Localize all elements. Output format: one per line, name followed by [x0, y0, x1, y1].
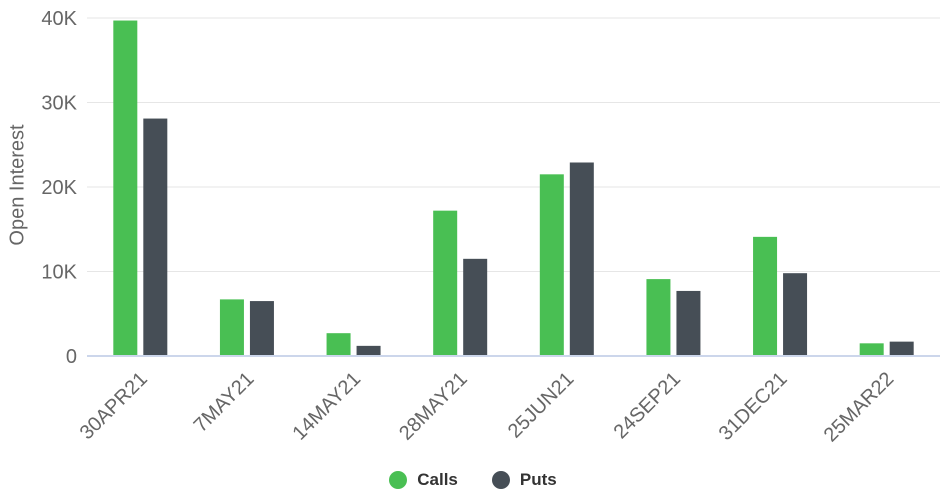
bar-calls[interactable]: [646, 279, 671, 356]
y-axis-title: Open Interest: [6, 124, 29, 246]
bar-calls[interactable]: [219, 299, 244, 356]
bar-puts[interactable]: [356, 345, 381, 356]
bar-calls[interactable]: [753, 236, 778, 356]
y-axis-ticks: 0 10K 20K 30K 40K: [41, 8, 77, 368]
x-tick-label: 28MAY21: [395, 368, 472, 445]
x-tick-label: 30APR21: [76, 368, 152, 444]
y-tick-label: 20K: [41, 177, 77, 199]
x-tick-label: 25MAR22: [820, 368, 898, 446]
bar-puts[interactable]: [143, 118, 168, 357]
legend-label-calls: Calls: [417, 470, 458, 489]
bar-calls[interactable]: [433, 210, 458, 356]
bar-puts[interactable]: [889, 341, 914, 356]
y-tick-label: 10K: [41, 262, 77, 284]
bar-puts[interactable]: [569, 162, 594, 356]
x-tick-label: 31DEC21: [715, 368, 792, 445]
bar-calls[interactable]: [326, 333, 351, 356]
bar-calls[interactable]: [539, 174, 564, 356]
bar-puts[interactable]: [676, 290, 701, 356]
bar-calls[interactable]: [113, 20, 138, 356]
legend-swatch-calls: [389, 471, 408, 489]
x-axis-ticks: 30APR21 7MAY21 14MAY21 28MAY21 25JUN21 24SEP2…: [76, 368, 898, 446]
plot-area: 0 10K 20K 30K 40K 30APR21 7MAY21 14MAY21 28MAY2…: [41, 8, 940, 446]
bar-puts[interactable]: [249, 301, 274, 356]
legend-item-puts[interactable]: Puts: [491, 470, 557, 490]
x-tick-label: 24SEP21: [610, 368, 685, 443]
y-tick-label: 0: [66, 346, 77, 368]
legend: Calls Puts: [0, 468, 946, 492]
legend-swatch-puts: [491, 471, 510, 489]
gridlines: [87, 17, 940, 272]
bars: [113, 20, 914, 357]
x-tick-label: 7MAY21: [190, 368, 259, 437]
x-tick-label: 25JUN21: [504, 368, 579, 443]
bar-puts[interactable]: [783, 273, 808, 356]
legend-label-puts: Puts: [519, 470, 557, 489]
bar-puts[interactable]: [463, 258, 488, 356]
y-tick-label: 40K: [41, 8, 77, 30]
x-tick-label: 14MAY21: [288, 368, 365, 445]
y-tick-label: 30K: [41, 93, 77, 115]
legend-item-calls[interactable]: Calls: [389, 470, 458, 490]
bar-calls[interactable]: [859, 343, 884, 356]
